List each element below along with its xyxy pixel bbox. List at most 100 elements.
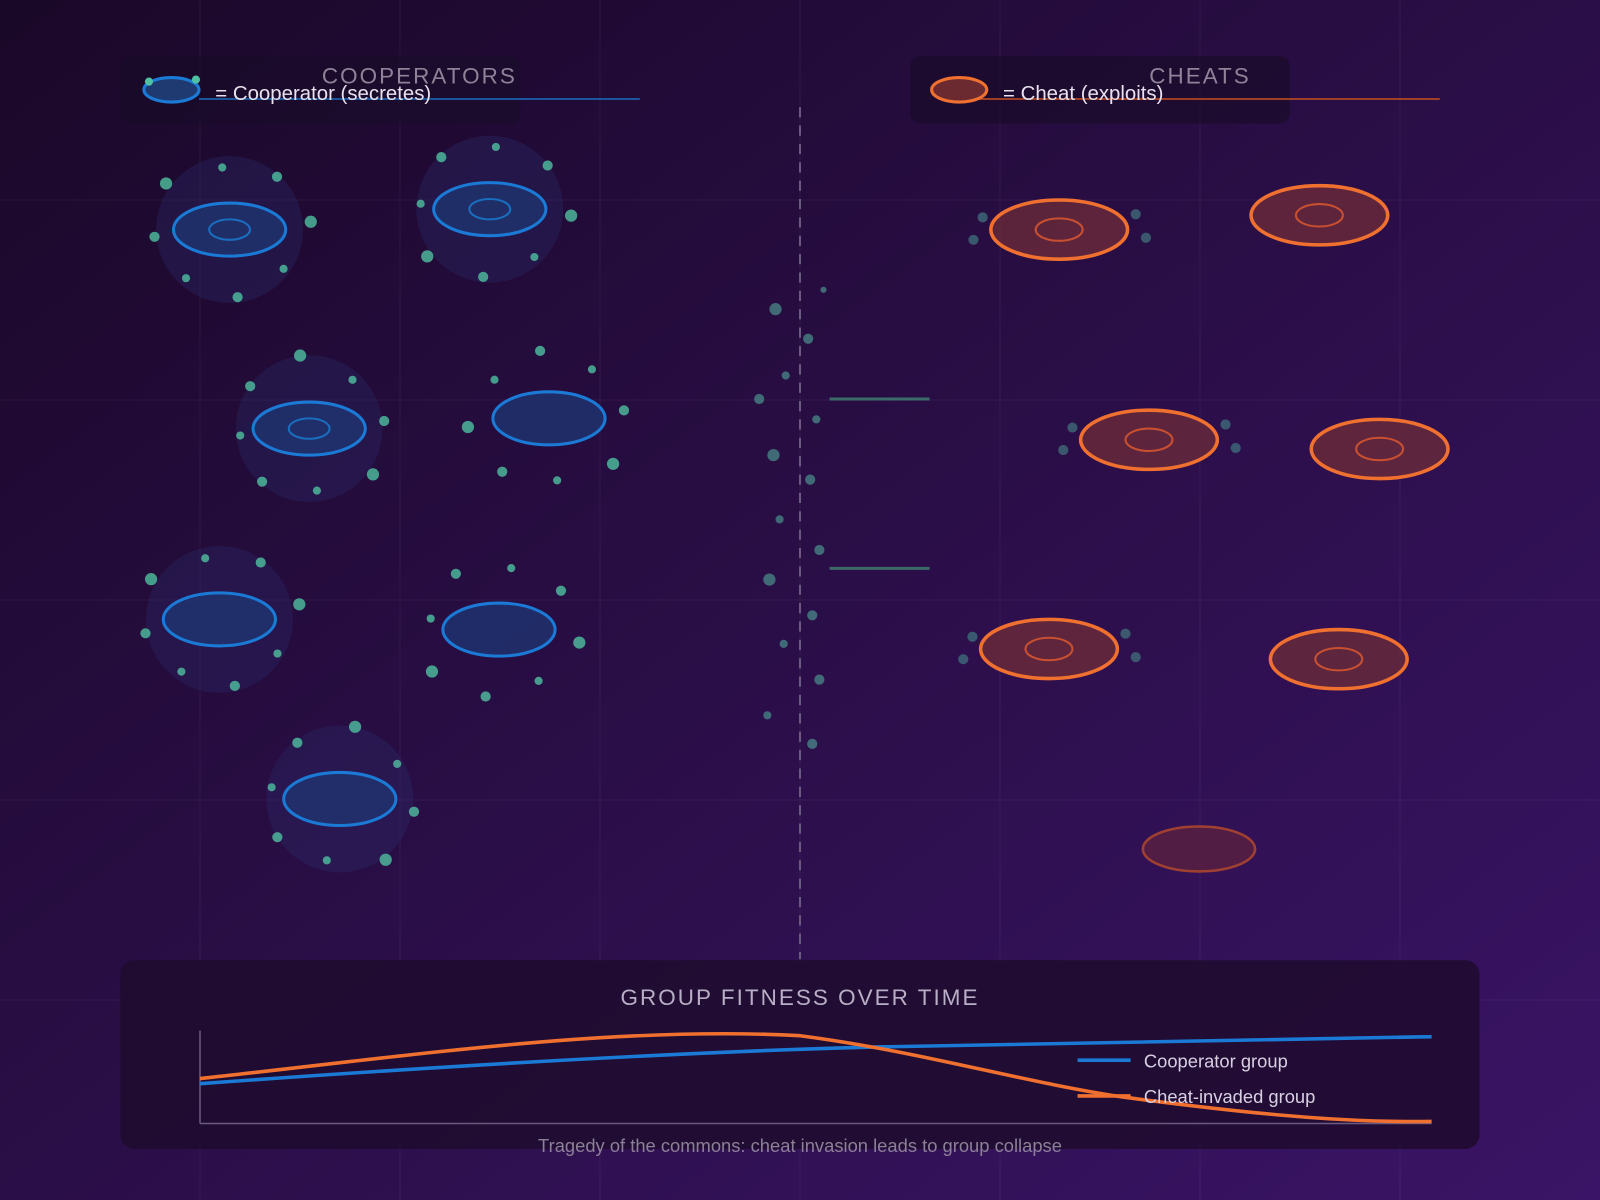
diffusing-dot	[769, 303, 782, 316]
diffusing-dot	[814, 674, 825, 685]
secretion-dot	[564, 209, 578, 222]
legend-text: = Cooperator (secretes)	[215, 83, 431, 105]
absorbed-dot	[1220, 419, 1231, 430]
secretion-dot	[255, 557, 266, 568]
secretion-dot	[293, 598, 306, 611]
secretion-dot	[478, 271, 489, 282]
diffusing-dot	[763, 711, 772, 720]
absorbed-dot	[1120, 628, 1131, 639]
secretion-dot	[293, 349, 307, 362]
absorbed-dot	[1130, 209, 1141, 220]
secretion-dot	[534, 676, 543, 685]
secretion-dot	[393, 759, 402, 768]
secretion-dot	[535, 345, 546, 356]
secretion-dot	[425, 665, 439, 678]
diffusing-dot	[807, 610, 818, 621]
secretion-dot	[421, 250, 434, 263]
absorbed-dot	[1067, 422, 1078, 433]
secretion-dot	[379, 415, 390, 427]
legend-text: = Cheat (exploits)	[1003, 83, 1163, 105]
cheat-cell	[1268, 627, 1409, 691]
secretion-dot	[159, 177, 173, 190]
secretion-dot	[507, 564, 516, 573]
absorbed-dot	[968, 234, 979, 245]
secretion-dot	[177, 667, 186, 676]
caption: Tragedy of the commons: cheat invasion l…	[538, 1135, 1062, 1156]
secretion-dot	[272, 832, 283, 843]
secretion-dot	[587, 365, 597, 374]
diffusing-dot	[767, 448, 780, 462]
absorbed-dot	[958, 654, 969, 665]
cheat-cell	[978, 617, 1120, 681]
nucleus	[468, 197, 512, 221]
secretion-dot	[450, 568, 461, 579]
secretion-dot	[149, 231, 160, 242]
secretion-dot	[606, 457, 620, 470]
faded-cheat-cell	[1141, 825, 1257, 873]
secretion-dot	[379, 853, 392, 866]
absorbed-dot	[967, 631, 978, 642]
diffusing-dot	[781, 371, 790, 380]
cheat-cell	[1078, 408, 1220, 472]
fitness-panel	[120, 960, 1480, 1149]
legend-text: Cooperator group	[1144, 1050, 1288, 1071]
secretion-dot	[480, 691, 491, 702]
secretion-dot	[436, 152, 447, 163]
diffusing-dot	[779, 639, 788, 648]
secretion-dot	[461, 420, 475, 434]
absorbed-dot	[1230, 442, 1241, 454]
diffusing-dot	[775, 515, 784, 524]
secretion-dot	[271, 171, 283, 182]
nucleus	[1024, 636, 1074, 662]
secretion-dot	[497, 466, 508, 477]
secretion-dot	[229, 680, 240, 692]
nucleus	[1294, 203, 1344, 228]
secretion-dot	[292, 737, 303, 748]
absorbed-dot	[1130, 652, 1141, 663]
secretion-dot	[279, 264, 288, 273]
diffusing-dot	[803, 333, 814, 344]
panel-title: CHEATS	[1149, 64, 1251, 89]
nucleus	[1355, 436, 1405, 462]
cells	[140, 135, 1450, 873]
nucleus	[1034, 217, 1084, 242]
secretion-dot	[348, 375, 357, 384]
secretion-dot	[348, 720, 362, 733]
diffusing-dot	[812, 415, 821, 424]
legend-text: Cheat-invaded group	[1144, 1086, 1315, 1107]
cooperator-cell	[441, 601, 557, 658]
cheat-cell	[1249, 183, 1390, 247]
absorbed-dot	[1058, 444, 1069, 456]
legend-box	[910, 56, 1290, 124]
cooperator-cell	[282, 770, 398, 828]
secretion-dot	[232, 292, 243, 303]
secretion-dot	[181, 274, 191, 283]
secretion-dot	[201, 554, 210, 563]
fitness-title: GROUP FITNESS OVER TIME	[620, 985, 979, 1010]
secretion-dot	[490, 375, 499, 384]
diffusing-dot	[814, 544, 825, 556]
cooperator-cell	[171, 201, 288, 258]
secretion-dot	[304, 215, 317, 228]
cooperator-cell	[491, 390, 607, 447]
cooperator-cell	[251, 400, 367, 457]
secretion-dot	[366, 468, 380, 481]
secretion-dot	[530, 252, 539, 262]
secretion-dot	[140, 628, 151, 639]
legend-dot	[144, 77, 154, 86]
secretion-dot	[491, 142, 500, 152]
secretion-dot	[218, 163, 227, 172]
secretion-dot	[553, 476, 562, 485]
diffusing-dot	[805, 474, 816, 485]
secretion-dot	[236, 431, 245, 440]
secretion-dot	[573, 636, 586, 649]
secretion-dot	[416, 199, 425, 208]
legend-icon	[930, 76, 989, 104]
secretion-dot	[144, 573, 158, 586]
nucleus	[208, 218, 252, 241]
diffusing-dot	[763, 573, 776, 586]
nucleus	[1124, 427, 1174, 453]
legend-dot	[191, 75, 200, 84]
cheat-cell	[1309, 417, 1450, 481]
